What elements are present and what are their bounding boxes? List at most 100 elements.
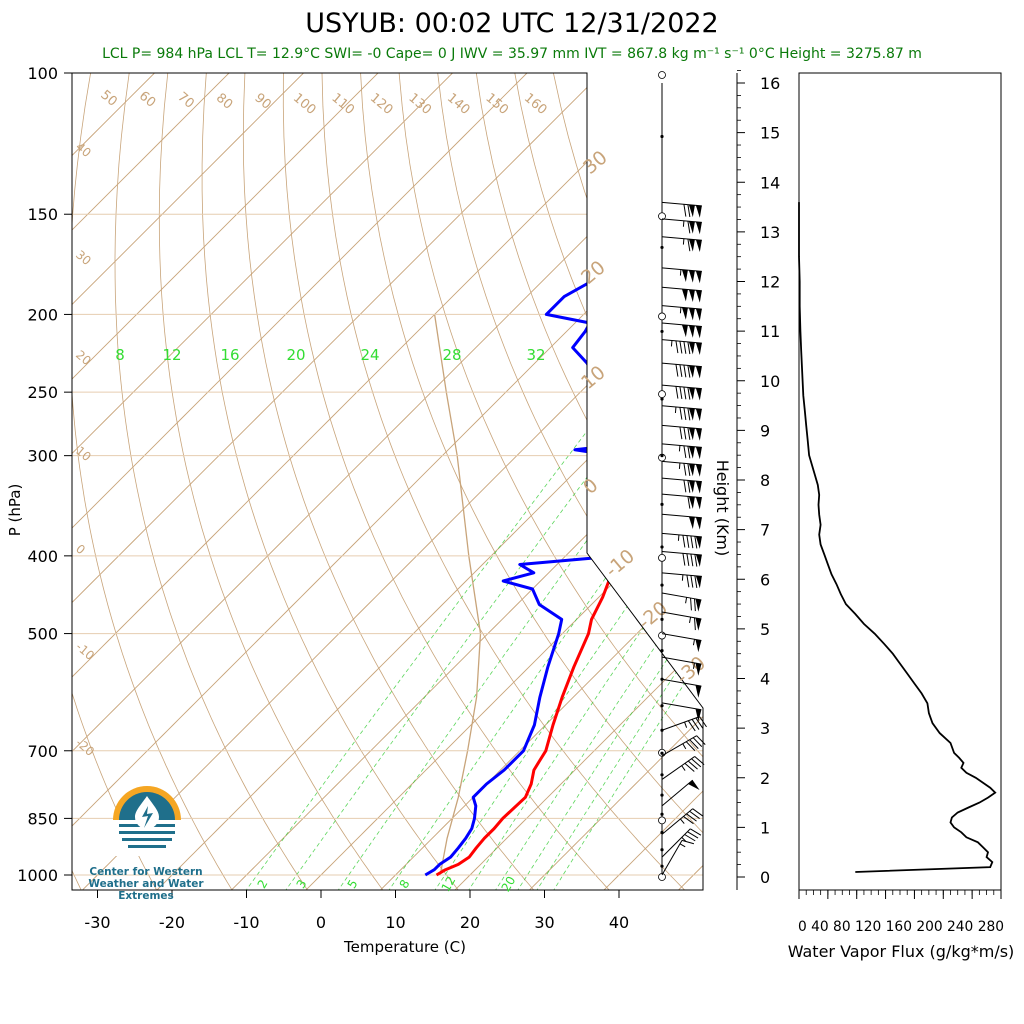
pressure-tick-label: 300	[27, 447, 58, 466]
logo-caption: Center for Western Weather and Water Ext…	[88, 866, 204, 902]
wind-barb-flag	[690, 535, 694, 549]
barb-level-dot	[660, 704, 664, 708]
barb-level-dot	[660, 751, 664, 755]
wind-barb-flag	[687, 387, 691, 400]
wind-barb-half-flag	[692, 662, 695, 669]
isotherm	[80, 73, 703, 890]
dry-adiabat	[242, 73, 536, 890]
pressure-tick-label: 500	[27, 625, 58, 644]
wind-barb-pennant	[695, 290, 702, 303]
flux-axis-label: Water Vapor Flux (g/kg*m/s)	[788, 942, 1015, 961]
wind-barb-pennant	[695, 446, 702, 460]
dry-adiabat	[437, 73, 703, 890]
wind-barb-flag	[694, 536, 698, 549]
wind-barb-pennant	[695, 239, 702, 253]
mixing-ratio-line	[387, 362, 703, 890]
dry-adiabat	[939, 73, 1024, 892]
skewt-panel: 50 60 70 80 90 100 110 120 130 140 150 160403020100…	[6, 64, 1024, 956]
skewt-frame	[71, 72, 704, 891]
dry-adiabat	[591, 73, 703, 890]
barb-level-dot	[660, 134, 664, 139]
dry-adiabat	[823, 73, 1024, 892]
temperature-tick-label: 40	[609, 913, 629, 932]
wind-barb-flag	[683, 463, 687, 476]
wind-barb-flag	[687, 221, 691, 234]
wind-barb-pennant	[688, 387, 695, 400]
wind-barb-flag	[692, 737, 703, 747]
wind-barb-half-flag	[674, 406, 677, 414]
mixing-ratio-label: 16	[220, 346, 239, 364]
mixing-ratio-label: 8	[115, 346, 125, 364]
wind-barb-pennant	[695, 428, 702, 441]
isotherm	[72, 73, 453, 890]
wind-barb-half-flag	[692, 639, 695, 646]
mixing-ratio-label: 2	[255, 877, 271, 891]
wind-barb-pennant	[688, 204, 695, 218]
dry-adiabat	[708, 73, 1024, 892]
pressure-tick-label: 850	[27, 809, 58, 828]
wind-barb-shaft	[661, 493, 702, 499]
isotherm	[303, 73, 703, 890]
wind-barb-pennant	[695, 517, 702, 530]
height-tick-label: 5	[760, 620, 770, 639]
flux-frame	[798, 72, 1002, 891]
wind-barb-flag	[683, 386, 687, 400]
wind-barb-half-flag	[684, 721, 688, 728]
dry-adiabat-label: 120	[367, 91, 396, 118]
wind-barb-flag	[687, 204, 691, 217]
wind-barb-flag	[685, 741, 696, 751]
pressure-tick-label: 100	[27, 64, 58, 83]
barb-level-dot	[660, 583, 664, 587]
wind-barb-shaft	[661, 305, 702, 310]
wind-barb-flag	[687, 365, 691, 378]
dry-adiabat	[72, 73, 159, 890]
wind-barb-pennant	[688, 516, 695, 530]
wind-barb-pennant	[695, 575, 702, 589]
isotherm-label-right: -20	[634, 597, 672, 634]
isotherm	[751, 73, 1024, 892]
chart-title: USYUB: 00:02 UTC 12/31/2022	[305, 8, 719, 39]
y-axis-label: P (hPa)	[6, 484, 24, 537]
wind-barb-flag	[679, 364, 683, 377]
wind-barb-shaft	[661, 716, 700, 731]
wind-barb-flag	[687, 480, 691, 493]
wind-barb-flag	[687, 238, 691, 252]
wind-barb-pennant	[688, 289, 695, 303]
wind-barb-pennant	[695, 598, 702, 612]
isotherm-label-left: 30	[73, 248, 94, 269]
mixing-ratio-label: 5	[345, 877, 361, 891]
wind-barb-shaft	[661, 267, 702, 272]
isotherm-label-left: -10	[73, 640, 97, 663]
mixing-ratio-line	[284, 362, 674, 890]
temperature-profile-line	[435, 213, 703, 877]
isotherm-label-right: -30	[672, 652, 710, 689]
barb-level-circle	[658, 631, 666, 640]
wind-barb-pennant	[688, 780, 700, 791]
wind-barbs	[658, 71, 707, 881]
isotherm	[72, 73, 602, 890]
pressure-tick-label: 150	[27, 205, 58, 224]
wind-barb-shaft	[661, 443, 702, 448]
barb-level-circle	[658, 390, 666, 399]
mixing-ratio-label: 8	[397, 877, 413, 891]
height-tick-label: 10	[760, 372, 780, 391]
wind-barb-half-flag	[670, 340, 673, 347]
wind-barb-pennant	[688, 463, 695, 477]
mixing-ratio-label: 28	[442, 346, 461, 364]
background-lines	[72, 73, 1024, 892]
barb-level-dot	[660, 454, 664, 458]
mixing-ratio-line	[244, 362, 640, 890]
wind-barb-half-flag	[679, 269, 682, 276]
height-tick-label: 14	[760, 173, 780, 192]
dry-adiabat	[553, 73, 703, 890]
wind-barb-pennant	[688, 408, 695, 421]
barb-level-dot	[660, 793, 664, 797]
height-tick-label: 6	[760, 570, 770, 589]
wind-barb-flag	[683, 445, 687, 459]
wind-barb-pennant	[695, 221, 702, 235]
wind-barb-pennant	[695, 408, 702, 422]
temperature-tick-label: -20	[159, 913, 185, 932]
pressure-tick-label: 400	[27, 547, 58, 566]
dry-adiabat	[201, 73, 461, 890]
